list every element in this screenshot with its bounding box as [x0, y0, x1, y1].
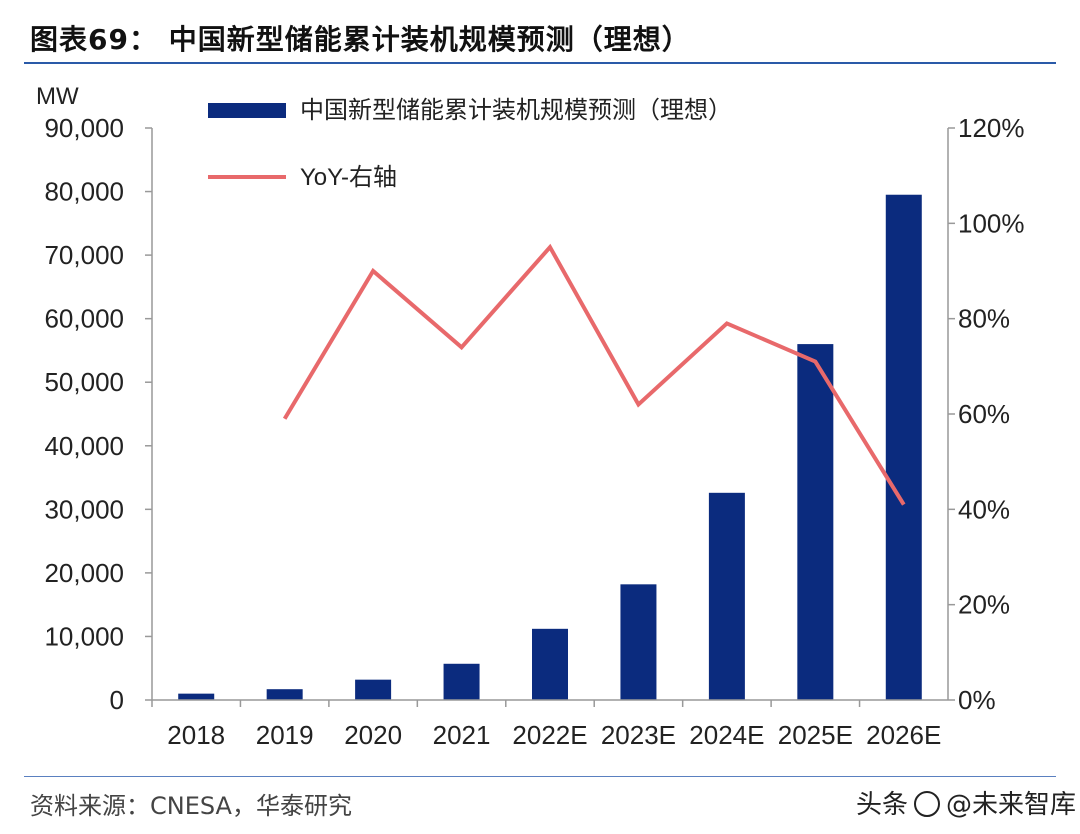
right-tick-label: 120%	[958, 113, 1025, 143]
legend-bar-label: 中国新型储能累计装机规模预测（理想）	[300, 97, 732, 124]
watermark-brand: @未来智库	[946, 790, 1077, 820]
bar-2024E	[708, 492, 745, 700]
left-tick-label: 30,000	[44, 494, 124, 524]
bar-series	[178, 194, 922, 700]
x-tick-label: 2024E	[689, 720, 764, 750]
yoy-line	[282, 243, 906, 506]
left-axis: 0 10,000 20,000 30,000 40,000 50,000 60,000 70,…	[44, 113, 153, 715]
left-tick-label: 70,000	[44, 240, 124, 270]
bar-2021	[443, 663, 480, 700]
title-rule	[24, 62, 1056, 64]
yoy-series	[282, 243, 906, 506]
x-tick-label: 2025E	[778, 720, 853, 750]
left-tick-label: 60,000	[44, 304, 124, 334]
right-tick-label: 20%	[958, 590, 1010, 620]
left-tick-label: 10,000	[44, 621, 124, 651]
source-note: 资料来源：CNESA，华泰研究	[30, 792, 352, 820]
left-tick-label: 0	[110, 685, 124, 715]
right-tick-label: 100%	[958, 208, 1025, 238]
watermark-logo-icon	[914, 790, 941, 817]
bar-2020	[355, 679, 392, 700]
left-tick-label: 80,000	[44, 177, 124, 207]
left-tick-label: 90,000	[44, 113, 124, 143]
right-tick-label: 40%	[958, 494, 1010, 524]
bar-2019	[266, 689, 303, 700]
bar-2022E	[532, 628, 568, 700]
bar-2026E	[885, 194, 922, 700]
x-tick-label: 2026E	[866, 720, 941, 750]
right-tick-label: 0%	[958, 685, 996, 715]
x-tick-label: 2022E	[512, 720, 587, 750]
x-tick-label: 2021	[433, 720, 491, 750]
x-tick-label: 2019	[256, 720, 314, 750]
right-tick-label: 80%	[958, 304, 1010, 334]
watermark-prefix: 头条	[856, 790, 909, 820]
x-tick-label: 2023E	[601, 720, 676, 750]
y-axis-unit: MW	[36, 83, 79, 110]
chart-title: 图表69： 中国新型储能累计装机规模预测（理想）	[30, 23, 691, 56]
legend-line-label: YoY-右轴	[300, 164, 397, 191]
bar-2023E	[620, 584, 657, 700]
x-axis: 2018 2019 2020 2021 2022E 2023E 2024E 2025E 2026…	[151, 699, 948, 750]
footer-rule	[24, 776, 1056, 777]
bar-2025E	[797, 344, 834, 700]
right-axis: 0% 20% 40% 60% 80% 100% 120%	[947, 113, 1025, 715]
left-tick-label: 20,000	[44, 558, 124, 588]
chart: 0 10,000 20,000 30,000 40,000 50,000 60,000 70,…	[36, 83, 1025, 750]
watermark: 头条 @未来智库	[856, 784, 1076, 821]
bar-2018	[178, 693, 215, 700]
right-tick-label: 60%	[958, 399, 1010, 429]
left-tick-label: 50,000	[44, 367, 124, 397]
legend-bar-swatch	[208, 103, 286, 118]
x-tick-label: 2018	[167, 720, 225, 750]
legend: 中国新型储能累计装机规模预测（理想） YoY-右轴	[208, 97, 732, 191]
left-tick-label: 40,000	[44, 431, 124, 461]
x-tick-label: 2020	[344, 720, 402, 750]
